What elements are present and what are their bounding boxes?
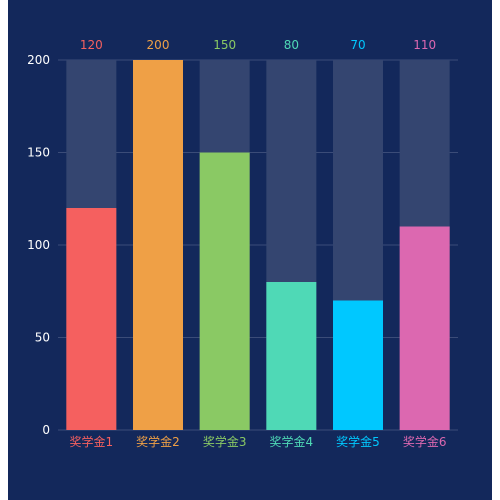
y-tick-label: 50: [35, 331, 50, 345]
value-label: 110: [413, 38, 436, 52]
bar: [199, 152, 250, 430]
y-tick-label: 150: [27, 146, 50, 160]
x-tick-label: 奖学金1: [70, 434, 114, 449]
value-label: 70: [350, 38, 365, 52]
value-label: 120: [80, 38, 103, 52]
bar: [133, 60, 183, 430]
x-tick-label: 奖学金6: [403, 434, 447, 449]
y-tick-label: 200: [27, 53, 50, 67]
x-tick-label: 奖学金2: [136, 434, 180, 449]
gridlines: [58, 59, 458, 431]
y-axis-tick-labels: 0 50 100 150 200: [27, 53, 50, 437]
bar: [66, 208, 117, 430]
x-tick-label: 奖学金4: [270, 434, 314, 449]
bar: [333, 300, 383, 430]
bars: [66, 60, 450, 430]
bar: [399, 226, 450, 430]
value-labels: 120 200 150 80 70 110: [80, 38, 436, 52]
y-tick-label: 0: [42, 423, 50, 437]
bar: [266, 282, 317, 430]
x-axis-tick-labels: 奖学金1 奖学金2 奖学金3 奖学金4 奖学金5 奖学金6: [70, 434, 447, 449]
value-label: 80: [284, 38, 299, 52]
x-tick-label: 奖学金5: [336, 434, 380, 449]
value-label: 150: [213, 38, 236, 52]
value-label: 200: [147, 38, 170, 52]
y-tick-label: 100: [27, 238, 50, 252]
x-tick-label: 奖学金3: [203, 434, 247, 449]
